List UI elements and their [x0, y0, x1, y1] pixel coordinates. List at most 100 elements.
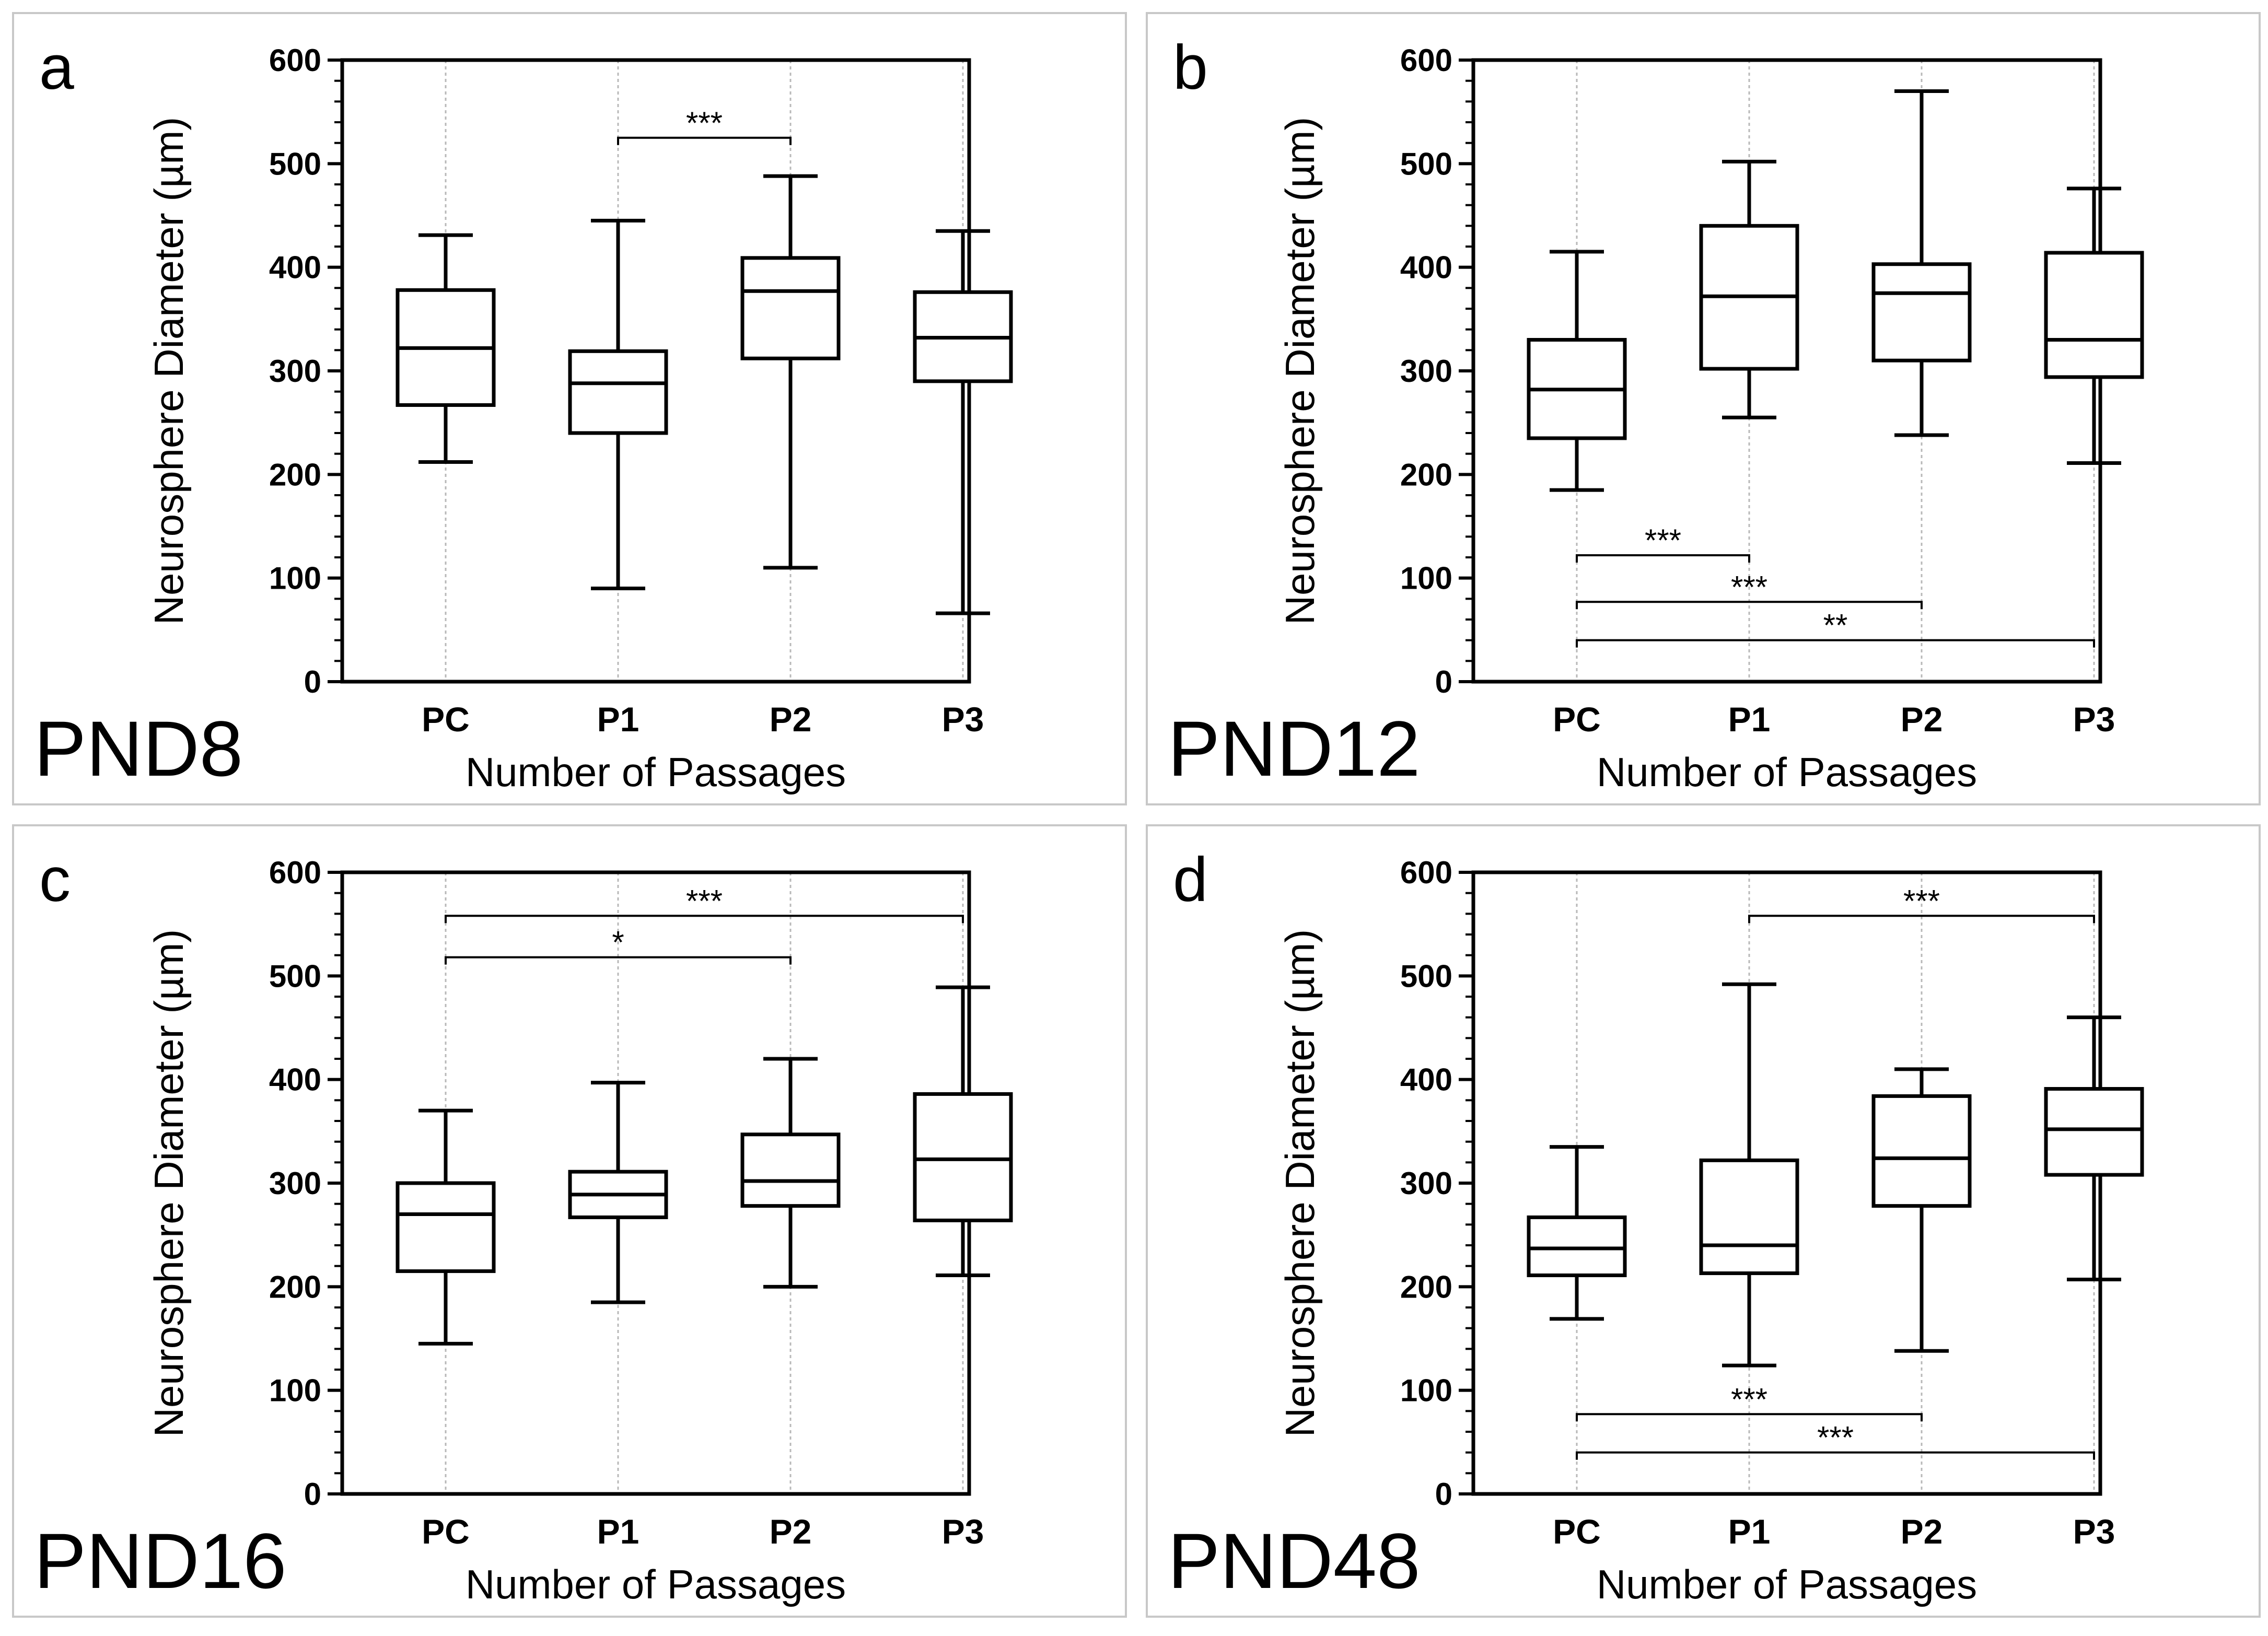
significance-bracket: *** [1576, 1382, 1923, 1422]
bracket-line [1576, 1451, 2095, 1460]
significance-label: * [612, 925, 624, 960]
y-tick-label: 300 [1400, 354, 1452, 389]
y-tick-label: 0 [1435, 664, 1452, 699]
significance-bracket: *** [1748, 883, 2095, 924]
y-tick-label: 0 [1435, 1477, 1452, 1512]
x-tick-label-PC: PC [422, 700, 470, 739]
iqr-box [396, 1181, 496, 1273]
x-axis-title: Number of Passages [1597, 749, 1977, 795]
bracket-line [445, 956, 792, 965]
y-tick-label: 400 [269, 250, 321, 285]
box-PC [1527, 1145, 1627, 1321]
bracket-line [1576, 601, 1923, 610]
bracket-line [1748, 915, 2095, 924]
significance-label: ** [1823, 608, 1848, 643]
significance-bracket: * [445, 925, 792, 965]
significance-bracket: ** [1576, 608, 2095, 648]
significance-bracket: *** [1576, 1420, 2095, 1460]
significance-label: *** [1731, 1382, 1767, 1417]
y-tick-label: 500 [1400, 959, 1452, 994]
y-tick-label: 0 [304, 664, 321, 699]
box-P1 [568, 1081, 668, 1304]
box-P3 [2044, 1015, 2144, 1281]
x-axis-title: Number of Passages [1597, 1561, 1977, 1607]
x-tick-label-PC: PC [1553, 700, 1601, 739]
bracket-line [1576, 1413, 1923, 1422]
y-tick-label: 500 [269, 146, 321, 181]
box-PC [396, 1108, 496, 1346]
bracket-line [1576, 554, 1750, 563]
significance-bracket: *** [1576, 569, 1923, 610]
iqr-box [1871, 262, 1972, 363]
panel-letter: c [39, 845, 71, 915]
box-P3 [913, 229, 1013, 615]
x-tick-label-P3: P3 [942, 1512, 984, 1551]
y-tick-label: 600 [1400, 855, 1452, 890]
box-P2 [1871, 89, 1972, 437]
y-tick-label: 300 [1400, 1166, 1452, 1201]
y-tick-label: 600 [269, 855, 321, 890]
y-tick-label: 400 [1400, 1062, 1452, 1097]
x-tick-label-P2: P2 [1901, 1512, 1943, 1551]
box-P1 [568, 218, 668, 590]
box-PC [1527, 250, 1627, 492]
y-axis-title: Neurosphere Diameter (µm) [1277, 117, 1323, 625]
y-tick-label: 100 [1400, 1373, 1452, 1408]
significance-label: *** [686, 106, 723, 141]
y-tick-label: 100 [269, 561, 321, 596]
y-tick-label: 500 [1400, 146, 1452, 181]
x-tick-label-P3: P3 [2073, 700, 2115, 739]
panel-title: PND16 [34, 1517, 287, 1605]
bracket-line [1576, 639, 2095, 648]
y-tick-label: 100 [269, 1373, 321, 1408]
y-tick-label: 600 [1400, 43, 1452, 78]
box-P3 [2044, 186, 2144, 465]
significance-label: *** [686, 883, 723, 918]
x-tick-label-PC: PC [1553, 1512, 1601, 1551]
box-PC [396, 233, 496, 464]
y-tick-label: 400 [1400, 250, 1452, 285]
panel-letter: b [1173, 32, 1208, 102]
panel-letter: a [39, 32, 74, 102]
iqr-box [740, 256, 841, 360]
y-tick-label: 200 [1400, 1269, 1452, 1304]
iqr-box [2044, 1087, 2144, 1177]
significance-bracket: *** [1576, 523, 1750, 563]
panel-a: 0 100 200 300 400 500 600 PC P1 P2 P3 *** Neurospher… [12, 12, 1127, 805]
iqr-box [913, 1092, 1013, 1222]
iqr-box [1871, 1094, 1972, 1208]
x-axis-title: Number of Passages [466, 749, 846, 795]
x-tick-label-P1: P1 [1728, 700, 1771, 739]
significance-label: *** [1731, 569, 1767, 604]
x-tick-label-P3: P3 [2073, 1512, 2115, 1551]
box-P2 [740, 174, 841, 570]
box-P2 [740, 1057, 841, 1289]
y-tick-label: 0 [304, 1477, 321, 1512]
x-tick-label-P2: P2 [1901, 700, 1943, 739]
box-P1 [1699, 159, 1799, 419]
x-tick-label-P1: P1 [597, 1512, 639, 1551]
y-axis-title: Neurosphere Diameter (µm) [146, 929, 192, 1438]
x-tick-label-P1: P1 [1728, 1512, 1771, 1551]
significance-label: *** [1817, 1420, 1854, 1455]
y-axis-title: Neurosphere Diameter (µm) [1277, 929, 1323, 1438]
x-axis-title: Number of Passages [466, 1561, 846, 1607]
box-P1 [1699, 982, 1799, 1368]
bracket-line [617, 136, 792, 145]
panel-frame [1146, 12, 2261, 805]
x-tick-label-P2: P2 [770, 700, 812, 739]
y-tick-label: 300 [269, 354, 321, 389]
box-P2 [1871, 1067, 1972, 1353]
iqr-box [1699, 1158, 1799, 1276]
y-tick-label: 500 [269, 959, 321, 994]
iqr-box [568, 349, 668, 435]
x-tick-label-P1: P1 [597, 700, 639, 739]
iqr-box [1527, 1215, 1627, 1278]
panel-d: 0 100 200 300 400 500 600 PC P1 P2 P3 *** *** *** Neur… [1146, 824, 2261, 1618]
significance-bracket: *** [617, 106, 792, 145]
panel-letter: d [1173, 845, 1208, 915]
panel-title: PND12 [1168, 705, 1421, 792]
